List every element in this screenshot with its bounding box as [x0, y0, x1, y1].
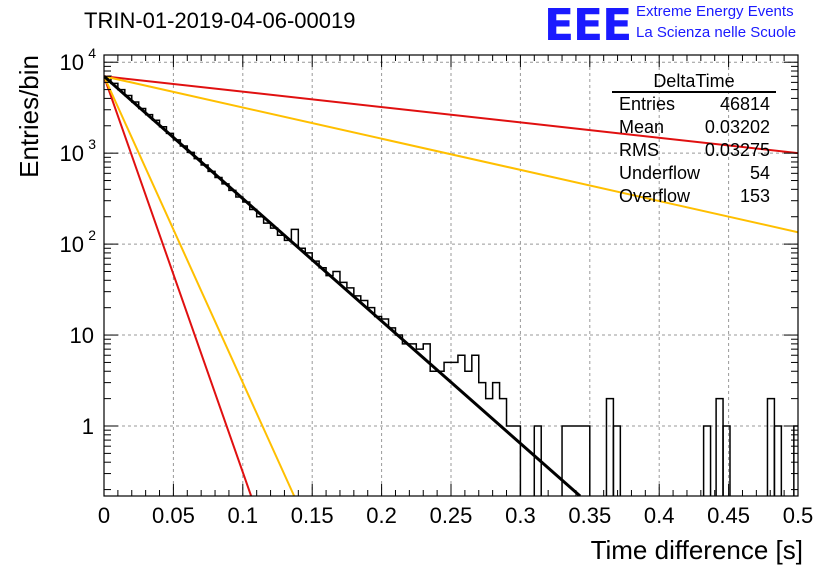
- histogram-bin: [605, 397, 615, 496]
- histogram-bin: [702, 425, 712, 496]
- x-tick-label: 0.05: [152, 503, 195, 528]
- histogram-bin: [612, 425, 622, 496]
- plot-title: TRIN-01-2019-04-06-00019: [84, 8, 356, 33]
- logo-text-line2: La Scienza nelle Scuole: [636, 24, 797, 41]
- x-tick-label: 0.15: [291, 503, 334, 528]
- histogram-bin: [793, 425, 798, 496]
- stats-label: Underflow: [619, 163, 701, 183]
- histogram-bin: [715, 397, 724, 496]
- stats-value: 54: [750, 163, 770, 183]
- y-tick-label: 10: [60, 50, 84, 75]
- x-tick-label: 0.45: [707, 503, 750, 528]
- stats-label: Mean: [619, 117, 664, 137]
- stats-title: DeltaTime: [653, 71, 734, 91]
- histogram-group: [104, 75, 798, 496]
- x-tick-label: 0.5: [783, 503, 814, 528]
- stats-value: 0.03202: [705, 117, 770, 137]
- red-line: [104, 75, 253, 496]
- orange-line: [104, 75, 296, 496]
- x-tick-label: 0.25: [430, 503, 473, 528]
- fit-line: [104, 75, 582, 496]
- y-tick-label: 10: [60, 232, 84, 257]
- stats-label: RMS: [619, 140, 659, 160]
- histogram-bin: [722, 425, 731, 496]
- y-tick-label: 1: [82, 414, 94, 439]
- orange-line: [104, 75, 798, 234]
- logo-text-line1: Extreme Energy Events: [636, 3, 794, 20]
- y-tick-label-exponent: 3: [88, 136, 96, 152]
- eee-logo: EEE: [544, 0, 632, 51]
- stats-value: 0.03275: [705, 140, 770, 160]
- y-tick-label-exponent: 4: [88, 45, 96, 61]
- x-tick-label: 0.4: [644, 503, 675, 528]
- x-tick-label: 0: [98, 503, 110, 528]
- y-tick-label: 10: [60, 141, 84, 166]
- x-tick-label: 0.2: [366, 503, 397, 528]
- red-line: [104, 75, 798, 155]
- x-axis-label: Time difference [s]: [591, 535, 803, 565]
- histogram-bin: [766, 397, 776, 496]
- stats-value: 153: [740, 186, 770, 206]
- x-tick-label: 0.3: [505, 503, 536, 528]
- x-tick-label: 0.35: [568, 503, 611, 528]
- stats-label: Entries: [619, 94, 675, 114]
- stats-label: Overflow: [619, 186, 691, 206]
- y-tick-label: 10: [70, 323, 94, 348]
- y-tick-label-exponent: 2: [88, 227, 96, 243]
- y-axis-label: Entries/bin: [14, 55, 44, 178]
- x-tick-label: 0.1: [228, 503, 259, 528]
- stats-value: 46814: [720, 94, 770, 114]
- histogram-bin: [773, 425, 783, 496]
